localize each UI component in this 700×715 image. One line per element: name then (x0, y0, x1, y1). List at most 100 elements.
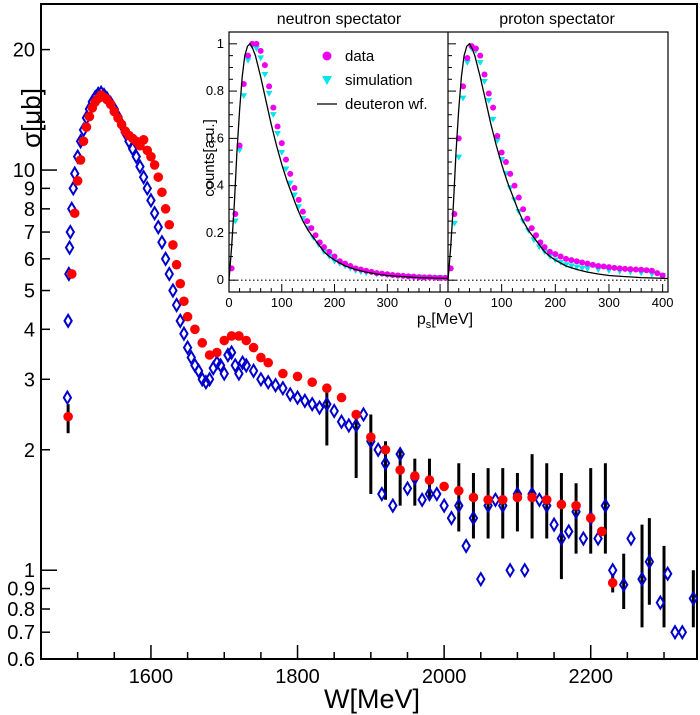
simulation-diamond-marker (127, 140, 138, 157)
simulation-diamond-marker (505, 562, 515, 579)
simulation-diamond-marker (461, 537, 471, 554)
data-magenta-marker (568, 257, 575, 264)
legend-label: data (345, 48, 375, 65)
simulation-diamond-marker (300, 392, 310, 409)
data-circle-marker (63, 411, 73, 422)
simulation-diamond-marker (64, 239, 75, 256)
simulation-triangle-marker (291, 192, 298, 199)
data-magenta-marker (384, 271, 391, 278)
data-circle-marker (307, 377, 317, 388)
data-circle-marker (146, 151, 156, 162)
data-magenta-marker (400, 272, 407, 279)
data-magenta-marker (563, 255, 570, 262)
data-magenta-marker (331, 253, 338, 260)
data-magenta-marker (638, 266, 645, 273)
data-circle-marker (84, 111, 95, 122)
simulation-diamond-marker (153, 219, 164, 236)
data-circle-marker (226, 331, 237, 341)
data-circle-marker (66, 269, 77, 279)
main-plot-frame (40, 3, 698, 660)
y-tick-label: 1 (24, 560, 35, 582)
data-circle-marker (351, 409, 361, 420)
y-tick-label: 9 (24, 178, 35, 200)
simulation-diamond-marker (285, 386, 295, 403)
y-tick-label: 8 (24, 199, 35, 221)
data-magenta-marker (278, 140, 285, 147)
data-circle-marker (497, 494, 508, 505)
simulation-diamond-marker (226, 344, 237, 361)
data-magenta-marker (584, 260, 591, 267)
simulation-diamond-marker (204, 371, 215, 388)
inset-title-neutron: neutron spectator (277, 11, 402, 28)
simulation-diamond-marker (593, 530, 603, 547)
data-magenta-marker (600, 263, 607, 270)
simulation-triangle-marker (573, 264, 581, 271)
simulation-diamond-marker (476, 571, 486, 588)
inset-y-tick-label: 0.4 (206, 178, 224, 193)
data-magenta-marker (326, 248, 333, 255)
simulation-diamond-marker (219, 365, 230, 382)
simulation-diamond-marker (688, 590, 699, 607)
inset-title-proton: proton spectator (499, 11, 615, 28)
data-magenta-marker (622, 265, 629, 272)
simulation-triangle-marker (568, 263, 575, 270)
data-magenta-marker (312, 232, 319, 239)
data-magenta-marker (304, 218, 311, 225)
data-circle-marker (153, 172, 164, 182)
data-magenta-marker (253, 40, 260, 47)
data-magenta-marker (654, 270, 661, 277)
simulation-diamond-marker (230, 357, 241, 374)
inset-x-tick-label: 0 (225, 295, 232, 310)
data-circle-marker (556, 499, 567, 510)
data-magenta-marker (261, 62, 268, 69)
simulation-diamond-marker (138, 169, 149, 186)
data-magenta-marker (595, 263, 602, 269)
simulation-diamond-marker (131, 148, 142, 165)
inset-x-axis-title: ps[MeV] (417, 311, 473, 331)
simulation-diamond-marker (241, 357, 251, 374)
simulation-diamond-marker (417, 491, 427, 508)
x-tick-label: 2000 (422, 666, 467, 688)
data-circle-marker (292, 371, 303, 382)
data-magenta-marker (282, 156, 289, 163)
simulation-diamond-marker (549, 516, 559, 533)
data-circle-marker (256, 352, 266, 363)
inset-panel-neutron: 0 100 200 300 0 0.2 0.4 0.6 0.8 1 (206, 36, 449, 310)
data-circle-marker (322, 383, 332, 394)
data-magenta-marker (320, 244, 327, 251)
data-magenta-marker (579, 259, 586, 266)
data-magenta-marker (490, 104, 497, 111)
legend-marker-simulation (322, 76, 332, 85)
data-circle-marker (336, 392, 347, 403)
inset-y-tick-label: 0.8 (206, 83, 224, 98)
simulation-triangle-marker (584, 266, 591, 273)
data-magenta-marker (528, 225, 535, 232)
data-circle-marker (571, 500, 581, 511)
data-circle-marker (75, 155, 86, 165)
data-magenta-marker (464, 55, 471, 61)
simulation-diamond-marker (519, 562, 530, 579)
data-circle-marker (541, 494, 552, 505)
simulation-diamond-marker (677, 624, 688, 641)
simulation-diamond-marker (556, 530, 567, 547)
simulation-diamond-marker (534, 491, 545, 508)
simulation-triangle-marker (459, 95, 467, 102)
data-magenta-marker (481, 71, 488, 78)
simulation-diamond-marker (68, 180, 79, 197)
data-magenta-marker (507, 170, 514, 177)
data-circle-marker (171, 259, 182, 270)
data-circle-marker (160, 204, 171, 214)
data-circle-marker (138, 135, 149, 145)
inset-x-tick-label: 0 (444, 295, 451, 310)
simulation-diamond-marker (270, 377, 281, 394)
data-circle-marker (263, 357, 274, 368)
data-magenta-marker (291, 185, 298, 191)
data-magenta-marker (494, 133, 501, 139)
inset-y-tick-label: 0.2 (206, 225, 224, 240)
main-plot: 1600 1800 2000 22000.60.70.80.9123456789102… (7, 3, 699, 688)
data-circle-marker (512, 492, 523, 503)
data-circle-marker (175, 278, 186, 289)
deuteron-wf-curve (228, 42, 449, 281)
inset-y-tick-label: 0.6 (206, 130, 224, 145)
legend-label: simulation (345, 72, 413, 89)
